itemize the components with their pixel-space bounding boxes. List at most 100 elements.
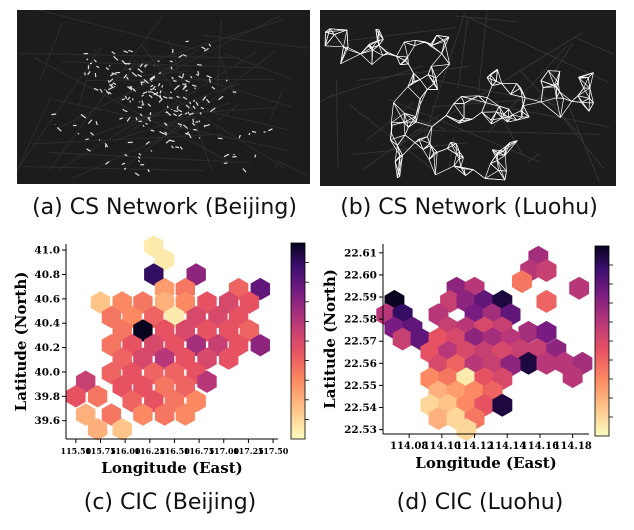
highlighted-road-segment xyxy=(191,122,196,126)
network-edge xyxy=(540,80,557,88)
network-edge xyxy=(556,71,561,87)
network-edge xyxy=(407,86,421,100)
background-road xyxy=(466,16,610,84)
hexbin-cell xyxy=(144,362,164,385)
network-edge xyxy=(485,97,488,103)
background-road xyxy=(527,153,540,163)
colorbar xyxy=(594,245,610,437)
highlighted-road-segment xyxy=(123,74,128,79)
network-edge xyxy=(372,49,383,56)
highlighted-road-segment xyxy=(85,138,89,141)
network-edge xyxy=(516,116,523,121)
network-edge xyxy=(540,70,549,81)
highlighted-road-segment xyxy=(124,95,128,100)
highlighted-road-segment xyxy=(51,113,57,116)
hexbin-cell xyxy=(186,305,206,329)
highlighted-road-segment xyxy=(173,85,179,91)
network-edge xyxy=(427,82,435,90)
network-edge xyxy=(396,55,408,58)
network-edge xyxy=(486,68,498,78)
network-edge xyxy=(563,98,572,102)
hexbin-cell xyxy=(456,418,477,442)
highlighted-road-segment xyxy=(98,139,101,141)
network-edge xyxy=(540,87,544,102)
network-edge xyxy=(396,41,405,57)
x-tick-label: 116.75 xyxy=(184,446,215,456)
network-edge xyxy=(498,170,507,172)
highlighted-road-segment xyxy=(105,160,110,165)
hexbin-cell xyxy=(175,347,195,370)
highlighted-road-segment xyxy=(121,98,125,101)
network-edge xyxy=(325,45,344,48)
x-tick-label: 114.08 xyxy=(390,441,428,452)
background-road xyxy=(335,79,339,168)
highlighted-road-segment xyxy=(170,108,173,111)
network-edge xyxy=(393,102,405,123)
background-road xyxy=(430,97,558,108)
highlighted-road-segment xyxy=(150,129,155,132)
network-edge xyxy=(360,44,370,55)
network-edge xyxy=(324,34,335,47)
hexbin-cell xyxy=(133,375,153,398)
network-edge xyxy=(334,34,344,48)
highlighted-road-segment xyxy=(121,162,126,166)
network-edge xyxy=(453,158,460,167)
network-edge xyxy=(481,111,492,121)
network-edge xyxy=(435,77,438,90)
x-tick-label: 116.50 xyxy=(159,446,190,456)
highlighted-road-segment xyxy=(141,103,145,106)
background-road xyxy=(89,82,242,138)
network-edge xyxy=(471,98,486,103)
highlighted-road-segment xyxy=(168,97,173,99)
network-edge xyxy=(540,97,557,103)
cic-luohu-hexbin: 22.53 22.54 22.55 22.56 22.57 22.58 22.59 22.60… xyxy=(321,244,613,472)
background-road xyxy=(448,136,455,171)
network-edge xyxy=(455,143,460,153)
highlighted-road-segment xyxy=(179,146,183,150)
highlighted-road-segment xyxy=(185,89,188,92)
network-edge xyxy=(577,87,591,97)
network-edge xyxy=(523,101,542,107)
network-edge xyxy=(481,112,492,125)
highlighted-road-segment xyxy=(107,80,110,83)
network-edge xyxy=(505,140,518,147)
highlighted-road-segment xyxy=(162,96,168,99)
hexbin-cell xyxy=(428,407,449,430)
network-edge xyxy=(429,143,435,154)
highlighted-road-segment xyxy=(192,105,196,110)
highlighted-road-segment xyxy=(105,67,110,71)
background-road xyxy=(119,106,277,119)
hexbin-cell xyxy=(512,270,532,294)
hexbin-cell xyxy=(518,320,539,344)
network-edge xyxy=(377,40,380,46)
hexbin-cell xyxy=(112,347,132,370)
highlighted-road-segment xyxy=(184,132,191,136)
network-edge xyxy=(447,148,457,155)
highlighted-road-segment xyxy=(157,94,163,100)
network-edge xyxy=(502,117,508,123)
hexbin-cell xyxy=(133,319,153,342)
highlighted-road-segment xyxy=(238,134,241,139)
network-edge xyxy=(390,102,394,123)
x-tick-label: 115.50 xyxy=(61,446,92,456)
highlighted-road-segment xyxy=(170,66,173,70)
hexbin-cell xyxy=(197,347,217,370)
highlighted-road-segment xyxy=(147,168,150,173)
network-edge xyxy=(416,121,433,127)
highlighted-road-segment xyxy=(153,92,159,97)
background-road xyxy=(202,34,309,49)
network-edge xyxy=(393,102,405,114)
network-edge xyxy=(589,98,594,104)
network-edge xyxy=(497,152,506,156)
network-edge xyxy=(434,152,438,175)
network-edge xyxy=(427,66,432,75)
network-edge xyxy=(498,106,503,119)
background-road xyxy=(123,19,284,71)
hexbin-cell xyxy=(144,305,164,329)
highlighted-road-segment xyxy=(164,131,168,135)
highlighted-road-segment xyxy=(86,58,89,61)
network-edge xyxy=(437,148,448,153)
network-edge xyxy=(510,83,517,95)
y-tick-label: 22.60 xyxy=(344,269,377,281)
hexbin-cell xyxy=(101,362,122,385)
